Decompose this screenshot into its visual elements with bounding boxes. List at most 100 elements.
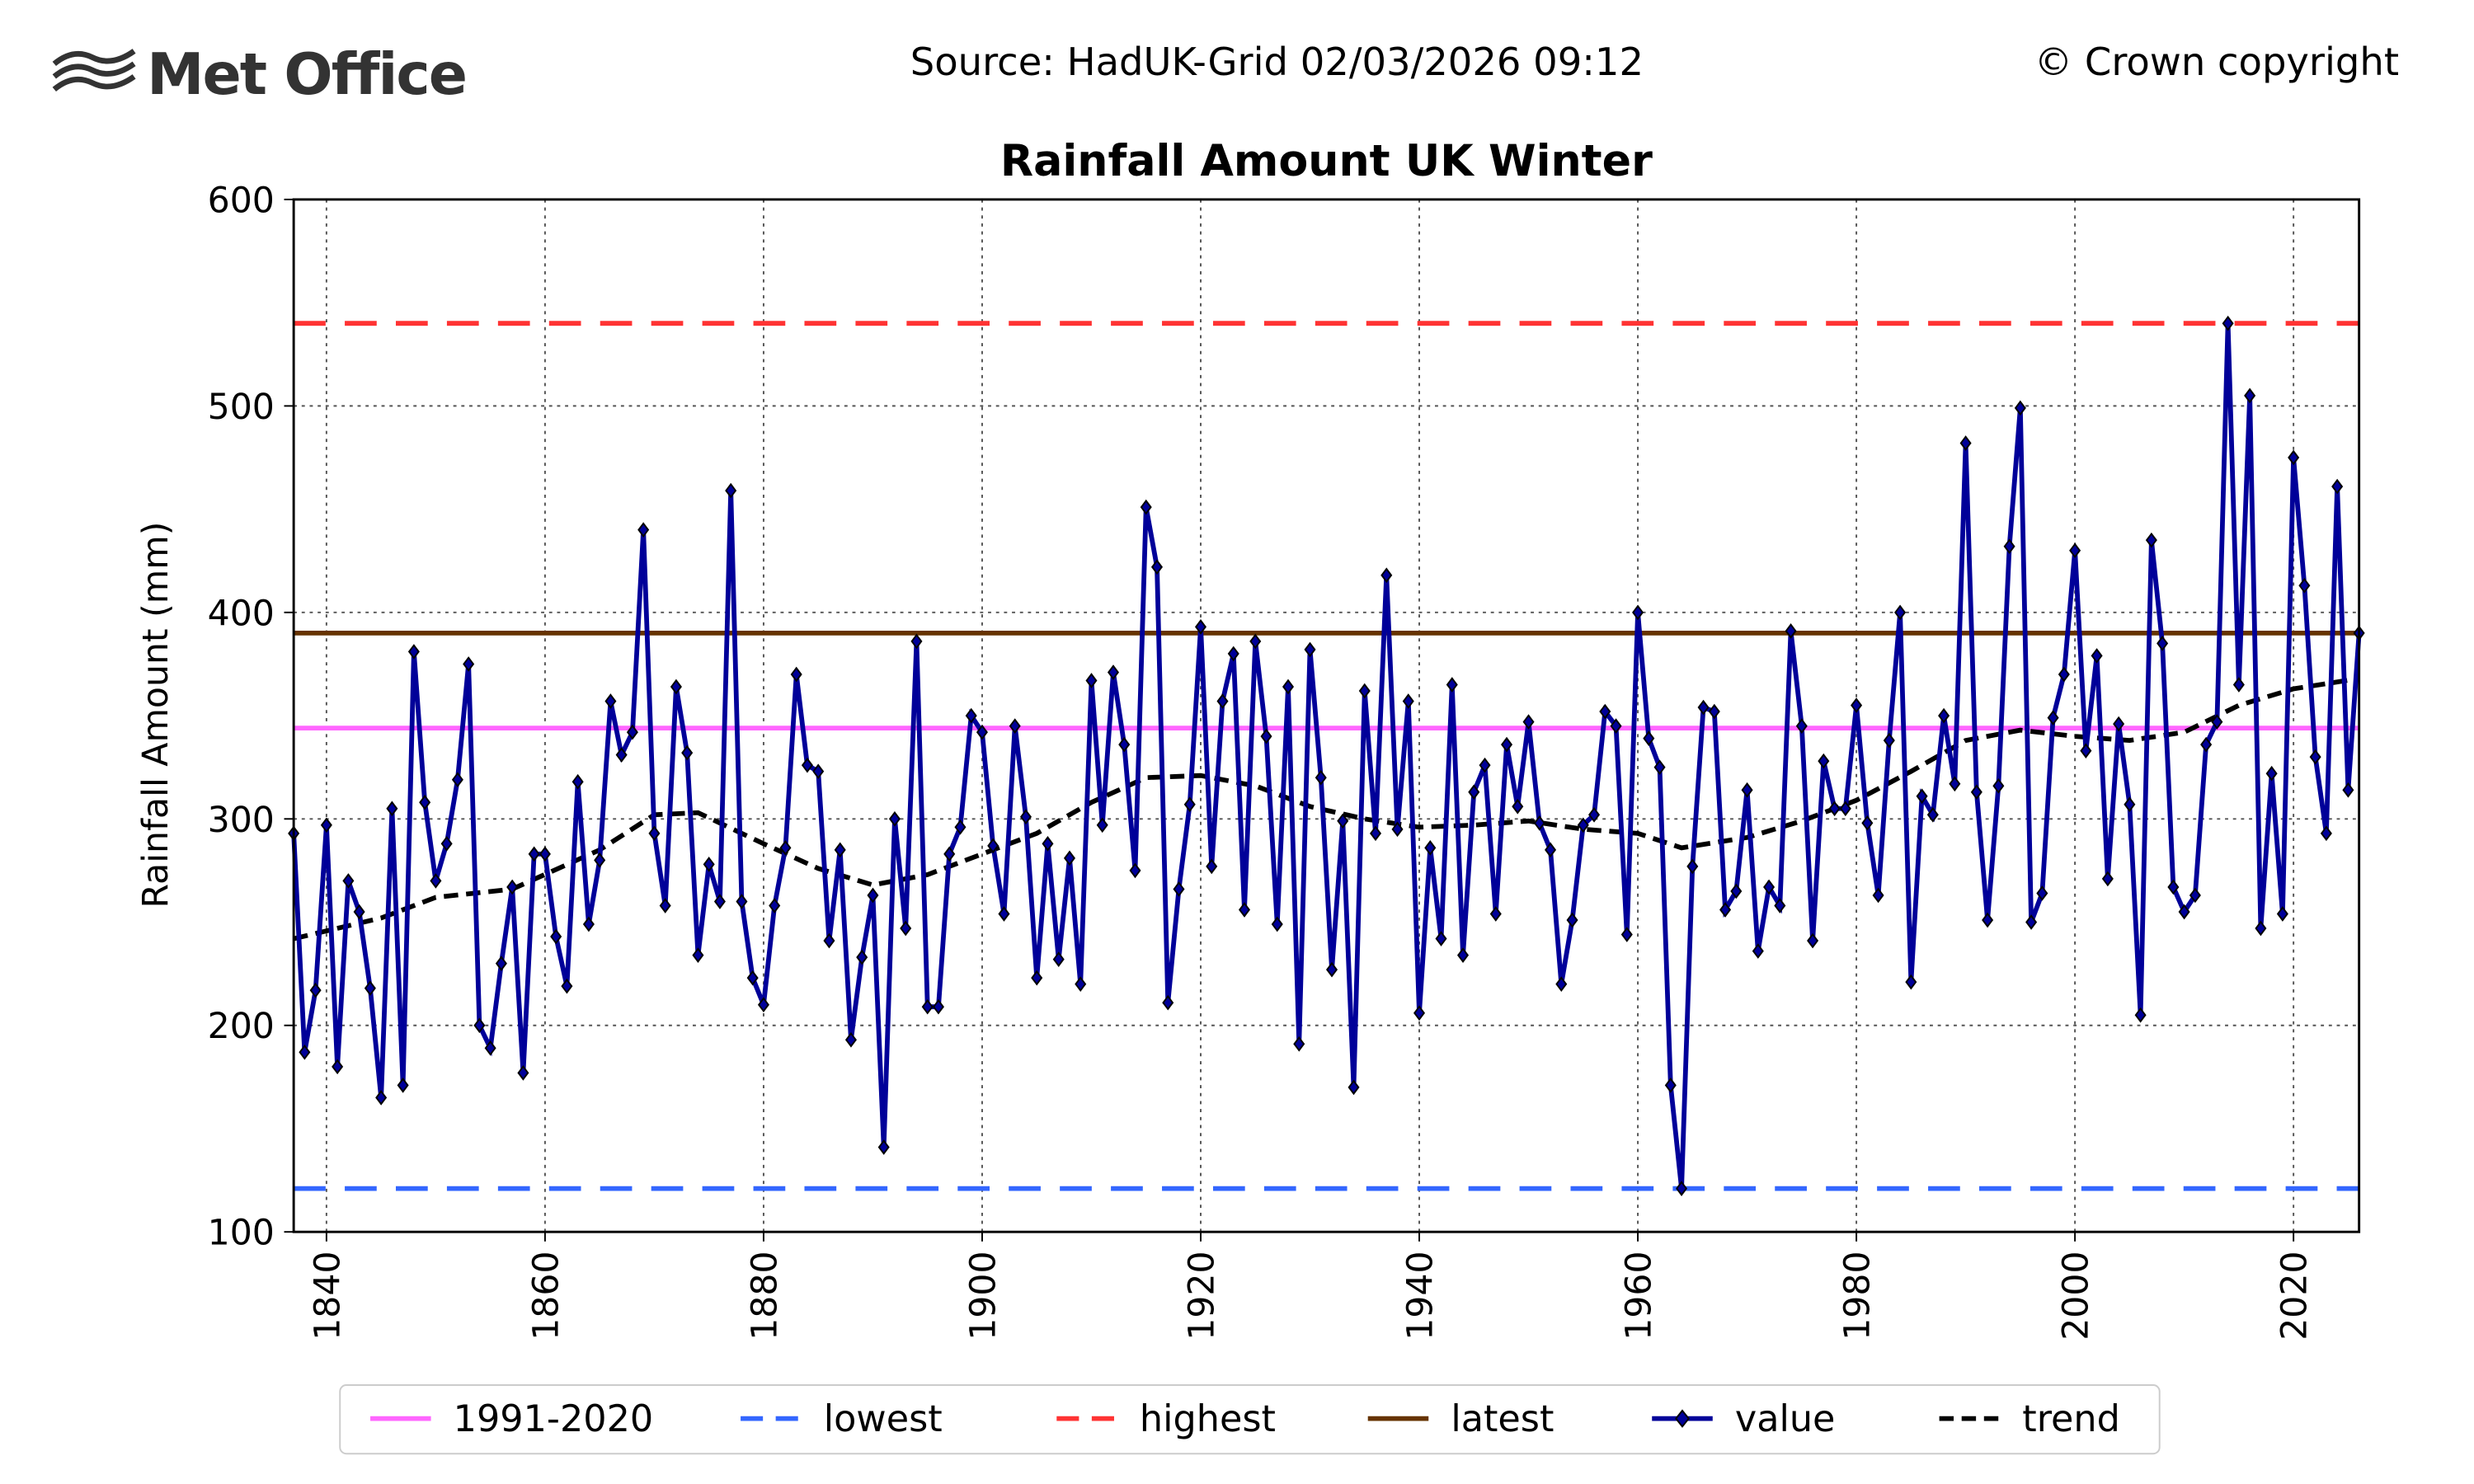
value-point bbox=[2036, 885, 2048, 901]
value-point bbox=[1031, 970, 1043, 986]
value-point bbox=[1653, 759, 1666, 776]
value-point bbox=[1238, 902, 1251, 918]
value-point bbox=[1828, 801, 1841, 817]
value-point bbox=[1807, 932, 1819, 949]
legend-label: highest bbox=[1140, 1398, 1276, 1440]
value-point bbox=[419, 794, 431, 810]
value-point bbox=[2320, 825, 2332, 842]
value-point bbox=[473, 1017, 486, 1034]
value-point bbox=[1370, 825, 1382, 842]
value-point bbox=[1664, 1078, 1677, 1093]
value-point bbox=[1380, 567, 1393, 584]
value-point bbox=[2178, 904, 2190, 920]
x-tick-label: 2020 bbox=[2274, 1251, 2316, 1340]
chart-title: Rainfall Amount UK Winter bbox=[1000, 137, 1653, 186]
source-text: Source: HadUK-Grid 02/03/2026 09:12 bbox=[910, 40, 1644, 84]
x-tick-label: 2000 bbox=[2056, 1251, 2097, 1340]
series bbox=[288, 315, 2365, 1196]
value-point bbox=[397, 1078, 409, 1093]
value-point bbox=[1402, 693, 1414, 709]
legend-label: value bbox=[1735, 1398, 1836, 1440]
value-point bbox=[1019, 809, 1032, 825]
value-point bbox=[594, 852, 606, 868]
met-office-wave-icon bbox=[52, 49, 136, 92]
legend: 1991-2020 lowest highest latest value trend bbox=[339, 1384, 2161, 1455]
value-point bbox=[1042, 835, 1054, 852]
value-point bbox=[2222, 315, 2234, 331]
value-point bbox=[1194, 619, 1207, 635]
value-point bbox=[1227, 646, 1239, 662]
value-point bbox=[2232, 677, 2245, 693]
value-point bbox=[495, 956, 507, 971]
value-point bbox=[965, 707, 977, 724]
value-point bbox=[834, 842, 846, 858]
value-point bbox=[746, 970, 759, 986]
value-point bbox=[506, 879, 519, 895]
value-point bbox=[2080, 743, 2092, 758]
y-tick-label: 600 bbox=[208, 180, 275, 221]
value-point bbox=[725, 482, 737, 499]
value-point bbox=[1697, 699, 1710, 716]
value-point bbox=[681, 744, 694, 761]
value-point bbox=[1643, 730, 1655, 746]
value-point bbox=[604, 693, 617, 709]
value-point bbox=[1577, 817, 1589, 834]
value-point bbox=[1992, 777, 2005, 794]
value-point bbox=[877, 1139, 890, 1155]
value-point bbox=[692, 947, 704, 963]
value-point bbox=[1872, 887, 1884, 904]
value-point bbox=[943, 846, 956, 862]
value-point bbox=[1129, 862, 1141, 879]
value-point bbox=[440, 835, 453, 852]
x-tick-label: 1840 bbox=[307, 1251, 348, 1340]
ticks: 1840 1860 1880 1900 1920 1940 1960 1980 2000 2020… bbox=[208, 180, 2316, 1340]
value-point bbox=[2025, 914, 2038, 930]
legend-label: latest bbox=[1451, 1398, 1554, 1440]
value-point bbox=[2255, 920, 2267, 937]
legend-label: lowest bbox=[824, 1398, 943, 1440]
value-point bbox=[517, 1064, 529, 1081]
value-point bbox=[2200, 736, 2213, 753]
value-point bbox=[320, 817, 332, 834]
copyright-text: © Crown copyright bbox=[2034, 40, 2399, 84]
plot-frame bbox=[292, 198, 2361, 1233]
value-point bbox=[976, 724, 988, 740]
value-point bbox=[309, 982, 322, 998]
value-point bbox=[1457, 947, 1470, 963]
value-point bbox=[1708, 703, 1720, 720]
value-point bbox=[659, 898, 671, 913]
value-point bbox=[2309, 749, 2321, 765]
value-point bbox=[2058, 666, 2070, 683]
value-point bbox=[1009, 718, 1021, 734]
value-point bbox=[1216, 693, 1229, 709]
value-point bbox=[1304, 641, 1316, 658]
value-point bbox=[1293, 1036, 1305, 1052]
value-point bbox=[1512, 798, 1524, 815]
value-point bbox=[1686, 858, 1699, 875]
value-point bbox=[1424, 839, 1437, 856]
value-point bbox=[1271, 916, 1283, 932]
value-point bbox=[1348, 1079, 1360, 1096]
value-point bbox=[932, 998, 944, 1015]
value-point bbox=[670, 679, 682, 695]
met-office-logo: Met Office bbox=[52, 41, 468, 108]
value-point bbox=[1938, 707, 1950, 724]
value-point bbox=[703, 857, 715, 872]
value-point bbox=[615, 747, 628, 763]
value-point bbox=[1588, 806, 1601, 823]
value-point bbox=[1260, 728, 1272, 744]
value-point bbox=[561, 978, 573, 994]
value-point bbox=[987, 838, 999, 854]
value-point bbox=[888, 810, 901, 827]
value-point bbox=[332, 1059, 344, 1075]
y-tick-label: 200 bbox=[208, 1006, 275, 1047]
value-point bbox=[844, 1031, 857, 1048]
value-point bbox=[921, 998, 934, 1015]
value-point bbox=[1599, 703, 1611, 720]
value-point bbox=[736, 894, 748, 909]
x-tick-label: 1860 bbox=[525, 1251, 567, 1340]
value-point bbox=[1970, 784, 1982, 801]
value-point bbox=[463, 656, 475, 672]
value-point bbox=[1096, 817, 1108, 834]
legend-label: trend bbox=[2022, 1398, 2120, 1440]
